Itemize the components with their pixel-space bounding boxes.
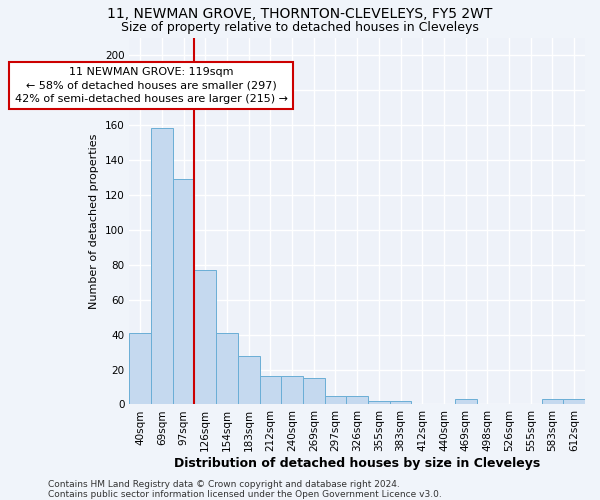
Bar: [260, 376, 281, 404]
X-axis label: Distribution of detached houses by size in Cleveleys: Distribution of detached houses by size …: [174, 457, 541, 470]
Bar: [390, 401, 412, 404]
Bar: [346, 396, 368, 404]
Bar: [173, 179, 194, 404]
Bar: [303, 378, 325, 404]
Text: Contains HM Land Registry data © Crown copyright and database right 2024.
Contai: Contains HM Land Registry data © Crown c…: [48, 480, 442, 499]
Bar: [130, 333, 151, 404]
Bar: [194, 270, 216, 404]
Bar: [216, 333, 238, 404]
Bar: [563, 399, 585, 404]
Text: Size of property relative to detached houses in Cleveleys: Size of property relative to detached ho…: [121, 21, 479, 34]
Bar: [151, 128, 173, 404]
Text: 11 NEWMAN GROVE: 119sqm
← 58% of detached houses are smaller (297)
42% of semi-d: 11 NEWMAN GROVE: 119sqm ← 58% of detache…: [14, 67, 287, 104]
Y-axis label: Number of detached properties: Number of detached properties: [89, 134, 99, 308]
Bar: [542, 399, 563, 404]
Bar: [238, 356, 260, 405]
Bar: [325, 396, 346, 404]
Bar: [455, 399, 476, 404]
Bar: [281, 376, 303, 404]
Bar: [368, 401, 390, 404]
Text: 11, NEWMAN GROVE, THORNTON-CLEVELEYS, FY5 2WT: 11, NEWMAN GROVE, THORNTON-CLEVELEYS, FY…: [107, 8, 493, 22]
